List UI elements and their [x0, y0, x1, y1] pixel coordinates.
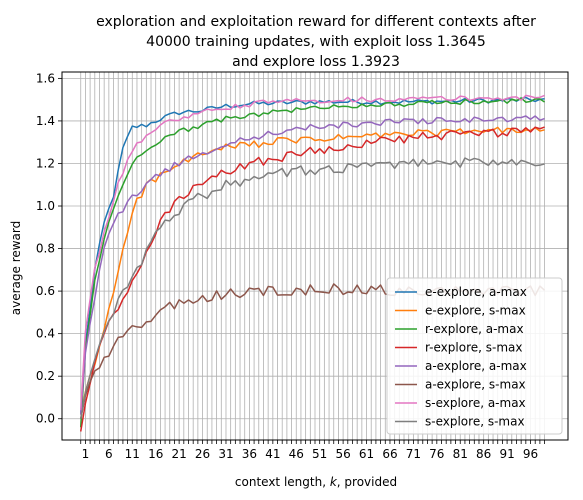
x-tick-label: 46 — [289, 447, 304, 461]
x-tick-label: 36 — [242, 447, 257, 461]
x-tick-label: 71 — [406, 447, 421, 461]
chart-title: exploration and exploitation reward for … — [96, 14, 536, 70]
y-tick-label: 0.0 — [36, 412, 55, 426]
title-line-2: 40000 training updates, with exploit los… — [146, 34, 486, 50]
legend-entry: r-explore, a-max — [425, 322, 524, 336]
series-lines — [79, 94, 546, 432]
x-tick-label: 6 — [105, 447, 113, 461]
y-tick-label: 1.6 — [36, 71, 55, 85]
x-tick-label: 66 — [382, 447, 397, 461]
legend-entry: a-explore, s-max — [425, 378, 526, 392]
series-line-2 — [79, 97, 545, 428]
y-tick-label: 1.0 — [36, 199, 55, 213]
legend-entry: e-explore, a-max — [425, 285, 527, 299]
x-tick-label: 41 — [265, 447, 280, 461]
x-tick-label: 21 — [171, 447, 186, 461]
x-tick-label: 16 — [148, 447, 163, 461]
series-line-4 — [79, 115, 545, 415]
x-tick-label: 1 — [82, 447, 90, 461]
y-tick-label: 0.8 — [36, 242, 55, 256]
legend-box — [386, 277, 563, 435]
legend-entry: e-explore, s-max — [425, 304, 526, 318]
title-line-3: and explore loss 1.3923 — [232, 54, 400, 70]
x-tick-label: 51 — [312, 447, 327, 461]
legend-entry: a-explore, a-max — [425, 359, 527, 373]
y-tick-label: 1.2 — [36, 156, 55, 170]
x-tick-label: 31 — [218, 447, 233, 461]
x-tick-label: 76 — [429, 447, 444, 461]
grid — [62, 72, 568, 440]
legend-entry: r-explore, s-max — [425, 341, 522, 355]
legend-entry: s-explore, a-max — [425, 396, 526, 410]
y-axis-label: average reward — [9, 221, 23, 316]
series-line-6 — [79, 94, 545, 411]
legend: e-explore, a-max e-explore, s-max r-explor… — [386, 277, 563, 435]
x-tick-label: 61 — [359, 447, 374, 461]
x-tick-label: 26 — [195, 447, 210, 461]
y-tick-label: 0.6 — [36, 284, 55, 298]
x-tick-label: 91 — [499, 447, 514, 461]
x-axis-ticks: 1 6 11 16 21 26 31 36 41 46 51 56 61 66 71 76 81 86 91 96 — [80, 440, 545, 461]
series-line-7 — [80, 157, 545, 419]
y-tick-label: 0.4 — [36, 327, 55, 341]
title-line-1: exploration and exploitation reward for … — [96, 14, 536, 30]
y-tick-label: 1.4 — [36, 114, 55, 128]
x-tick-label: 81 — [453, 447, 468, 461]
x-tick-label: 96 — [523, 447, 538, 461]
x-tick-label: 86 — [476, 447, 491, 461]
x-tick-label: 11 — [125, 447, 140, 461]
x-tick-label: 56 — [335, 447, 350, 461]
legend-entry: s-explore, s-max — [425, 415, 525, 429]
x-axis-label: context length, k, provided — [235, 475, 397, 489]
y-tick-label: 0.2 — [36, 369, 55, 383]
series-line-1 — [80, 126, 545, 415]
y-axis-ticks: 0.0 0.2 0.4 0.6 0.8 1.0 1.2 1.4 1.6 — [36, 71, 62, 426]
series-line-3 — [80, 126, 545, 432]
